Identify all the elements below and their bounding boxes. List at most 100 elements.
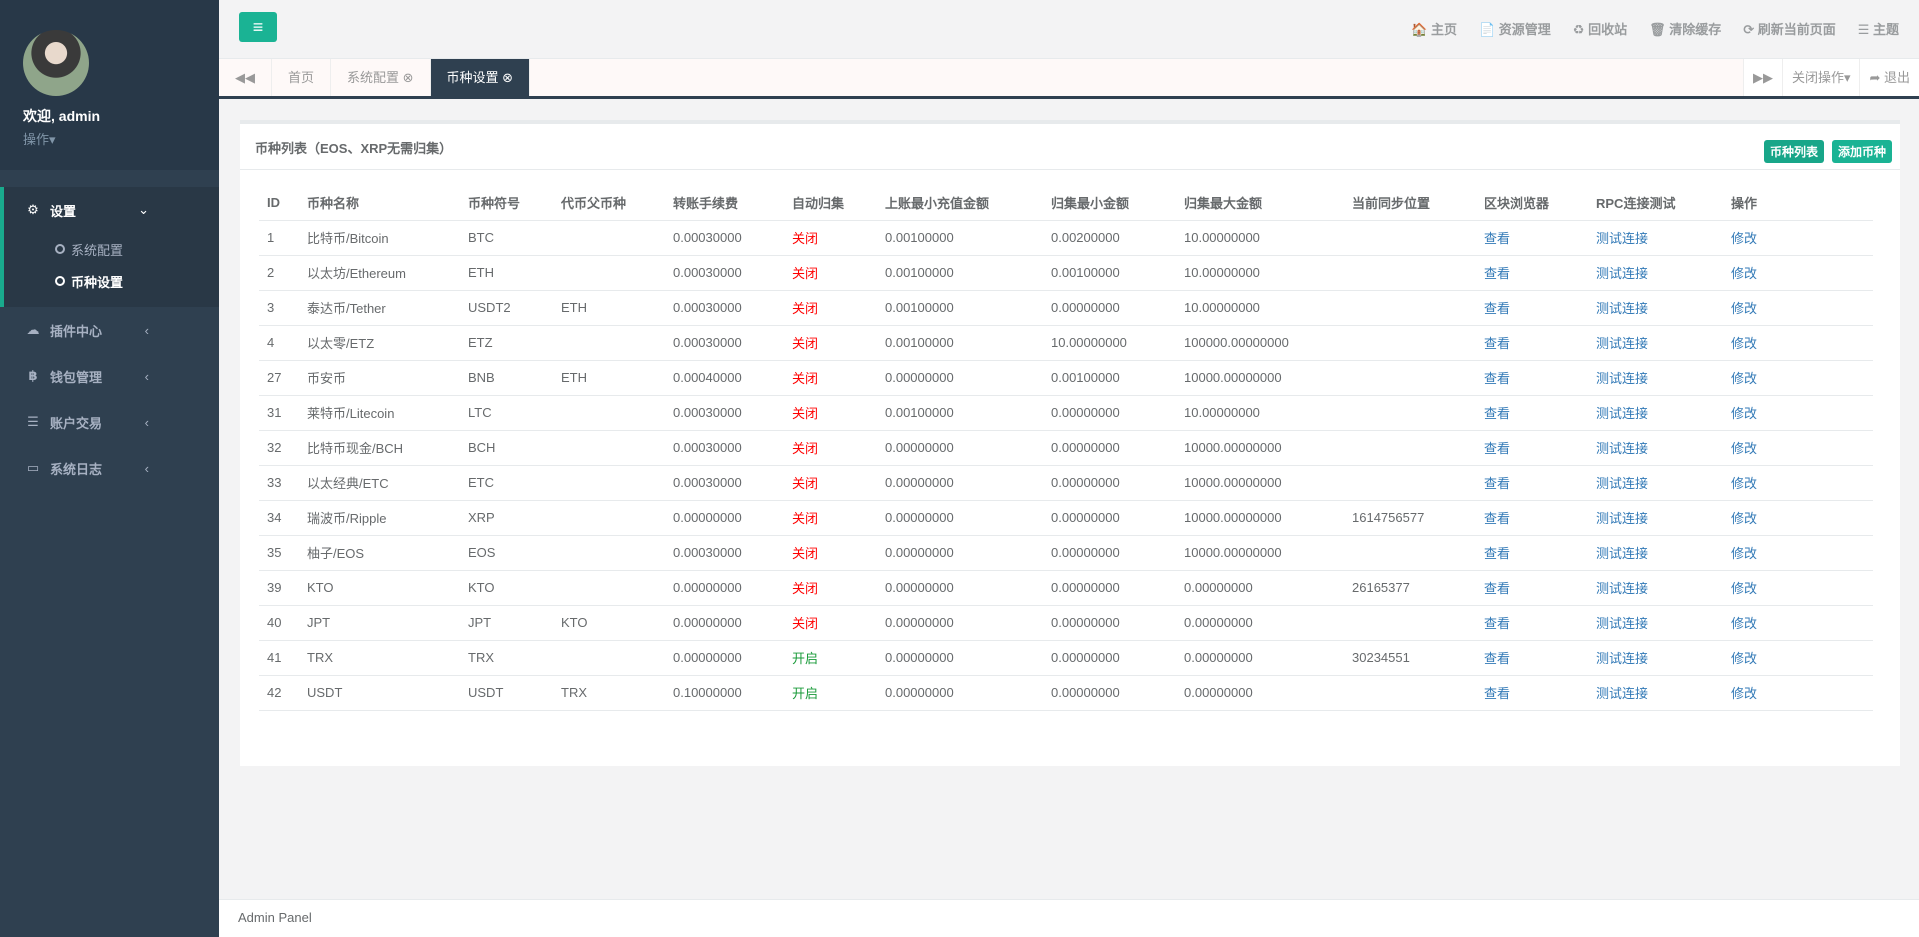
view-explorer-link[interactable]: 查看 xyxy=(1476,220,1588,256)
edit-link[interactable]: 修改 xyxy=(1723,640,1873,676)
cell xyxy=(1344,605,1476,641)
sidebar-item-label: 钱包管理 xyxy=(50,369,103,385)
tab-system-config[interactable]: 系统配置 ⊗ xyxy=(331,59,431,96)
edit-link[interactable]: 修改 xyxy=(1723,290,1873,326)
column-header: 币种符号 xyxy=(460,186,553,221)
cell: 10000.00000000 xyxy=(1176,430,1344,466)
cell: 10.00000000 xyxy=(1043,325,1176,361)
edit-link[interactable]: 修改 xyxy=(1723,535,1873,571)
cell: EOS xyxy=(460,535,553,571)
auto-collect-status: 关闭 xyxy=(784,395,877,431)
view-explorer-link[interactable]: 查看 xyxy=(1476,675,1588,711)
sub-label: 系统配置 xyxy=(71,242,124,258)
edit-link[interactable]: 修改 xyxy=(1723,255,1873,291)
view-explorer-link[interactable]: 查看 xyxy=(1476,325,1588,361)
test-rpc-link[interactable]: 测试连接 xyxy=(1588,500,1723,536)
sidebar-item-wallet[interactable]: ฿ 钱包管理 ‹ xyxy=(0,353,219,399)
menu-toggle-button[interactable]: ≡ xyxy=(239,12,277,42)
cell xyxy=(1344,360,1476,396)
test-rpc-link[interactable]: 测试连接 xyxy=(1588,255,1723,291)
cell xyxy=(553,395,665,431)
test-rpc-link[interactable]: 测试连接 xyxy=(1588,395,1723,431)
cell: 0.00100000 xyxy=(877,290,1043,326)
cell: 0.00000000 xyxy=(1043,605,1176,641)
edit-link[interactable]: 修改 xyxy=(1723,675,1873,711)
edit-link[interactable]: 修改 xyxy=(1723,570,1873,606)
panel-title: 币种列表（EOS、XRP无需归集） xyxy=(255,141,453,156)
view-explorer-link[interactable]: 查看 xyxy=(1476,500,1588,536)
sidebar-item-plugins[interactable]: ☁ 插件中心 ‹ xyxy=(0,307,219,353)
edit-link[interactable]: 修改 xyxy=(1723,325,1873,361)
cell: JPT xyxy=(299,605,460,641)
column-header: 代币父币种 xyxy=(553,186,665,221)
refresh-page-link[interactable]: ⟳ 刷新当前页面 xyxy=(1743,22,1836,37)
sidebar-item-settings[interactable]: ⚙ 设置 ⌄ xyxy=(4,187,219,233)
edit-link[interactable]: 修改 xyxy=(1723,605,1873,641)
test-rpc-link[interactable]: 测试连接 xyxy=(1588,220,1723,256)
test-rpc-link[interactable]: 测试连接 xyxy=(1588,290,1723,326)
edit-link[interactable]: 修改 xyxy=(1723,220,1873,256)
test-rpc-link[interactable]: 测试连接 xyxy=(1588,360,1723,396)
table-row: 33 以太经典/ETC ETC 0.00030000 关闭 0.00000000 0.000… xyxy=(259,465,1873,501)
test-rpc-link[interactable]: 测试连接 xyxy=(1588,605,1723,641)
sidebar-item-transactions[interactable]: ☰ 账户交易 ‹ xyxy=(0,399,219,445)
coin-list-button[interactable]: 币种列表 xyxy=(1763,140,1824,163)
view-explorer-link[interactable]: 查看 xyxy=(1476,535,1588,571)
sidebar-item-logs[interactable]: ▭ 系统日志 ‹ xyxy=(0,445,219,491)
view-explorer-link[interactable]: 查看 xyxy=(1476,430,1588,466)
view-explorer-link[interactable]: 查看 xyxy=(1476,605,1588,641)
recycle-bin-link[interactable]: ♻ 回收站 xyxy=(1572,22,1628,37)
view-explorer-link[interactable]: 查看 xyxy=(1476,640,1588,676)
sidebar-sub-coin-settings[interactable]: 币种设置 xyxy=(4,265,219,297)
edit-link[interactable]: 修改 xyxy=(1723,500,1873,536)
auto-collect-status: 关闭 xyxy=(784,465,877,501)
test-rpc-link[interactable]: 测试连接 xyxy=(1588,430,1723,466)
edit-link[interactable]: 修改 xyxy=(1723,395,1873,431)
gears-icon: ⚙ xyxy=(27,202,39,217)
table-row: 39 KTO KTO 0.00000000 关闭 0.00000000 0.00000000… xyxy=(259,570,1873,606)
main: ≡ 🏠 主页 📄 资源管理 ♻ 回收站 🗑 清除缓存 ⟳ 刷新当前页面 ☰ 主题… xyxy=(219,0,1919,937)
sidebar-sub-system-config[interactable]: 系统配置 xyxy=(4,233,219,265)
tab-coin-settings[interactable]: 币种设置 ⊗ xyxy=(430,59,531,96)
view-explorer-link[interactable]: 查看 xyxy=(1476,570,1588,606)
view-explorer-link[interactable]: 查看 xyxy=(1476,255,1588,291)
coin-table: ID 币种名称 币种符号 代币父币种 转账手续费 自动归集 上账最小充值金额 归集最小金额 归集… xyxy=(259,186,1873,711)
column-header: 自动归集 xyxy=(784,186,877,221)
edit-link[interactable]: 修改 xyxy=(1723,465,1873,501)
cell: 0.00100000 xyxy=(877,395,1043,431)
tabs-scroll-right-icon[interactable]: ▶▶ xyxy=(1742,59,1782,96)
profile-ops-dropdown[interactable]: 操作▾ xyxy=(23,132,56,147)
add-coin-button[interactable]: 添加币种 xyxy=(1831,140,1892,163)
test-rpc-link[interactable]: 测试连接 xyxy=(1588,325,1723,361)
tabs-scroll-left-icon[interactable]: ◀◀ xyxy=(219,59,272,96)
view-explorer-link[interactable]: 查看 xyxy=(1476,395,1588,431)
view-explorer-link[interactable]: 查看 xyxy=(1476,360,1588,396)
test-rpc-link[interactable]: 测试连接 xyxy=(1588,675,1723,711)
edit-link[interactable]: 修改 xyxy=(1723,430,1873,466)
test-rpc-link[interactable]: 测试连接 xyxy=(1588,640,1723,676)
cell: BNB xyxy=(460,360,553,396)
sidebar-item-label: 账户交易 xyxy=(50,415,103,431)
table-row: 32 比特币现金/BCH BCH 0.00030000 关闭 0.00000000 0.00… xyxy=(259,430,1873,466)
test-rpc-link[interactable]: 测试连接 xyxy=(1588,465,1723,501)
cell: 32 xyxy=(259,430,299,466)
edit-link[interactable]: 修改 xyxy=(1723,360,1873,396)
logout-button[interactable]: ➦ 退出 xyxy=(1859,59,1919,96)
chevron-left-icon: ‹ xyxy=(144,460,149,476)
theme-link[interactable]: ☰ 主题 xyxy=(1857,22,1899,37)
home-link[interactable]: 🏠 主页 xyxy=(1411,22,1457,37)
column-header: 操作 xyxy=(1723,186,1873,221)
resource-management-link[interactable]: 📄 资源管理 xyxy=(1478,22,1551,37)
tab-home[interactable]: 首页 xyxy=(272,59,332,96)
view-explorer-link[interactable]: 查看 xyxy=(1476,465,1588,501)
sidebar-item-label: 插件中心 xyxy=(50,323,103,339)
cell: 0.00000000 xyxy=(1176,605,1344,641)
view-explorer-link[interactable]: 查看 xyxy=(1476,290,1588,326)
cell: LTC xyxy=(460,395,553,431)
test-rpc-link[interactable]: 测试连接 xyxy=(1588,570,1723,606)
cell xyxy=(1344,430,1476,466)
clear-cache-link[interactable]: 🗑 清除缓存 xyxy=(1649,22,1722,37)
close-operations-dropdown[interactable]: 关闭操作▾ xyxy=(1781,59,1860,96)
cell: TRX xyxy=(299,640,460,676)
test-rpc-link[interactable]: 测试连接 xyxy=(1588,535,1723,571)
